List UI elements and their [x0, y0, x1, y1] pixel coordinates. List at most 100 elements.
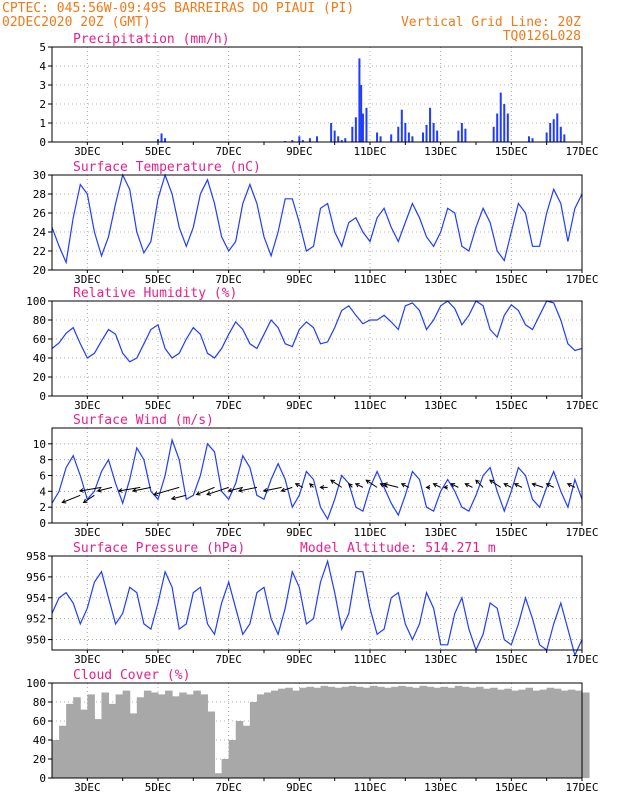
cloud-bar	[264, 692, 272, 778]
y-tick-label: 950	[26, 634, 46, 647]
cloud-bar	[447, 687, 456, 778]
precip-bar	[157, 139, 159, 142]
wind-arrow	[532, 483, 544, 488]
x-tick-label: 3DEC	[74, 145, 101, 158]
x-tick-label: 9DEC	[286, 145, 313, 158]
wind-line	[51, 437, 583, 521]
cloud-bar	[115, 694, 124, 778]
cloud-bar	[320, 685, 329, 778]
wind-arrow-head	[354, 483, 360, 488]
cloud-bar	[362, 687, 371, 778]
wind-arrow	[281, 486, 293, 492]
cloud-bar	[426, 686, 435, 778]
x-tick-label: 3DEC	[74, 526, 101, 539]
y-tick-label: 40	[33, 734, 46, 747]
precip-bar	[436, 130, 439, 142]
precip-bar	[503, 104, 506, 142]
y-tick-label: 22	[33, 245, 46, 258]
wind-arrow-head	[78, 488, 84, 493]
cloud-bar	[179, 692, 187, 778]
wind-arrow-head	[227, 487, 233, 493]
precip-bar	[496, 113, 499, 142]
y-tick-label: 4	[39, 485, 46, 498]
rh-line	[51, 300, 583, 363]
precip-bar	[411, 136, 414, 142]
wind-arrow-head	[96, 487, 102, 493]
model-altitude-label: Model Altitude: 514.271 m	[300, 541, 496, 556]
wind-arrow-head	[131, 488, 137, 493]
x-tick-label: 9DEC	[286, 653, 313, 666]
cloud-bar	[518, 689, 526, 778]
x-tick-label: 7DEC	[215, 399, 242, 412]
cloud-bar	[461, 686, 470, 778]
cloud-bar	[532, 690, 541, 778]
y-tick-label: 6	[39, 470, 46, 483]
wind-arrow-head	[152, 491, 159, 496]
precip-bar	[407, 132, 410, 142]
wind-arrow	[132, 486, 152, 492]
cloud-bar	[200, 694, 208, 778]
y-tick-label: 80	[33, 314, 46, 327]
precip-bar	[397, 126, 400, 142]
x-tick-label: 17DEC	[565, 653, 598, 666]
wind-arrow-head	[280, 487, 286, 493]
precip-bar	[351, 126, 354, 142]
x-tick-label: 13DEC	[424, 653, 457, 666]
y-tick-label: 0	[39, 772, 46, 785]
wind-arrow-head	[450, 483, 456, 488]
header-model: TQ0126L028	[503, 29, 581, 44]
cloud-bar	[539, 689, 548, 778]
cloud-bar	[504, 688, 512, 778]
cloud-bar	[278, 688, 286, 778]
wind-arrow-head	[347, 483, 353, 488]
cloud-bar	[150, 692, 159, 778]
cloud-bar	[525, 687, 534, 778]
y-tick-label: 80	[33, 696, 46, 709]
panel-frame	[51, 46, 583, 143]
cloud-bar	[433, 687, 442, 778]
x-tick-label: 7DEC	[215, 781, 242, 794]
wind-arrow-head	[443, 485, 448, 490]
precip-bar	[432, 123, 435, 142]
cloud-bar	[476, 686, 484, 778]
panel-title: Cloud Cover (%)	[73, 668, 190, 683]
y-tick-label: 40	[33, 352, 46, 365]
cloud-bar	[483, 688, 491, 778]
cloud-bar	[242, 725, 251, 778]
precip-bar	[506, 113, 509, 142]
wind-arrow	[514, 483, 523, 488]
panel-title: Surface Wind (m/s)	[73, 413, 214, 428]
precip-bar	[344, 138, 347, 142]
x-tick-label: 5DEC	[145, 399, 172, 412]
cloud-bar	[468, 687, 477, 778]
wind-arrow-head	[382, 482, 388, 487]
y-tick-label: 20	[33, 371, 46, 384]
wind-arrow-head	[309, 483, 314, 488]
wind-arrow	[433, 483, 441, 488]
y-tick-label: 5	[39, 41, 46, 54]
precip-bar	[365, 107, 368, 142]
x-tick-label: 13DEC	[424, 526, 457, 539]
wind-arrow-head	[464, 483, 470, 488]
y-tick-label: 60	[33, 333, 46, 346]
panel-temp: Surface Temperature (nC) 20 22 24 26 28 30 3DEC…	[33, 160, 599, 286]
wind-arrow-head	[566, 483, 572, 488]
wind-arrow-head	[503, 483, 509, 488]
cloud-bar	[256, 694, 265, 778]
cloud-bar	[348, 685, 357, 778]
cloud-bar	[582, 692, 590, 778]
wind-arrow	[295, 483, 304, 488]
cloud-bar	[334, 687, 343, 778]
precip-bar	[492, 126, 495, 142]
x-tick-label: 13DEC	[424, 399, 457, 412]
wind-arrow-head	[82, 498, 88, 504]
wind-arrow	[450, 483, 459, 488]
cloud-bar	[207, 711, 216, 778]
cloud-bar	[165, 690, 173, 778]
cloud-bar	[560, 690, 569, 778]
precip-bar	[298, 136, 301, 142]
x-tick-label: 15DEC	[495, 526, 528, 539]
header-run-time: 02DEC2020 20Z (GMT)	[2, 15, 151, 30]
header-station: CPTEC: 045:56W-09:49S BARREIRAS DO PIAUI…	[2, 1, 354, 16]
